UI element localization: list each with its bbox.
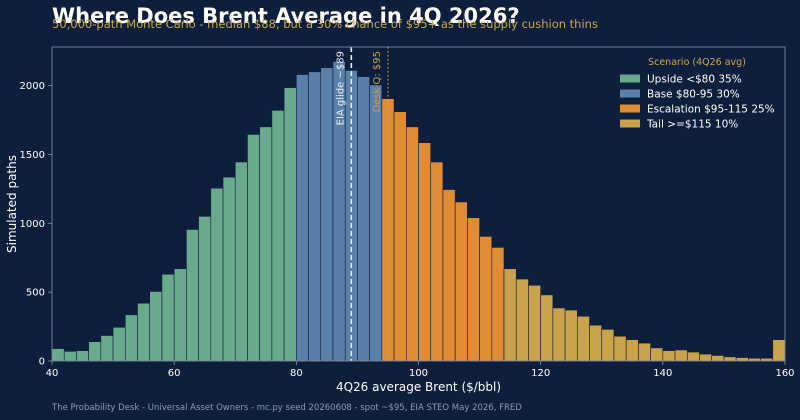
- histogram-bar: [63, 351, 77, 362]
- histogram-bar: [405, 126, 419, 362]
- histogram-bar: [601, 329, 615, 362]
- histogram-bar: [735, 357, 749, 362]
- legend-entry-label: Escalation $95-115 25%: [647, 104, 775, 116]
- histogram-bar: [577, 315, 590, 362]
- histogram-bar: [296, 74, 309, 362]
- histogram-bar: [748, 357, 761, 362]
- y-tick-label: 2000: [20, 81, 45, 92]
- reference-line-label: Desk Q: $95: [372, 51, 383, 113]
- chart-subtitle: 50,000-path Monte Carlo - median $88, bu…: [52, 17, 598, 31]
- histogram-bar: [222, 176, 236, 362]
- histogram-bars: [51, 61, 786, 362]
- histogram-bar: [100, 335, 114, 362]
- histogram-bar: [210, 187, 224, 362]
- histogram-bar: [173, 268, 187, 362]
- histogram-bar: [247, 134, 260, 362]
- chart-footer: The Probability Desk - Universal Asset O…: [52, 403, 522, 413]
- legend-swatch: [620, 74, 640, 83]
- histogram-bar: [137, 302, 151, 362]
- histogram-bar: [283, 87, 297, 362]
- histogram-bar: [418, 142, 432, 362]
- x-tick-label: 60: [168, 368, 181, 379]
- histogram-bar: [467, 217, 480, 362]
- histogram-bar: [234, 161, 248, 362]
- histogram-bar: [723, 356, 737, 362]
- histogram-bar: [552, 307, 566, 362]
- histogram-bar: [638, 342, 651, 362]
- x-tick-label: 160: [775, 368, 794, 379]
- histogram-bar: [51, 348, 65, 362]
- histogram-bar: [760, 357, 774, 362]
- y-tick-label: 1500: [20, 150, 45, 161]
- y-tick-label: 500: [26, 288, 45, 299]
- histogram-bar: [515, 278, 529, 362]
- histogram-bar: [76, 350, 89, 362]
- reference-line-label: EIA glide ~$89: [335, 51, 346, 125]
- histogram-bar: [589, 324, 603, 362]
- histogram-bar: [369, 84, 383, 362]
- histogram-bar: [540, 294, 554, 362]
- chart-legend: Scenario (4Q26 avg) Upside <$80 35% Base $…: [620, 57, 775, 131]
- histogram-bar: [125, 314, 138, 362]
- histogram-bar: [674, 349, 688, 362]
- x-tick-label: 120: [531, 368, 550, 379]
- histogram-bar: [699, 353, 713, 362]
- histogram-bar: [259, 126, 273, 362]
- histogram-bar: [271, 110, 285, 362]
- legend-entry-label: Upside <$80 35%: [647, 74, 742, 86]
- histogram-bar: [198, 216, 212, 362]
- histogram-bar: [320, 67, 334, 362]
- histogram-bar: [662, 350, 676, 362]
- histogram-bar: [112, 326, 126, 362]
- histogram-bar: [772, 339, 786, 362]
- histogram-bar: [479, 236, 493, 362]
- histogram-bar: [650, 347, 664, 362]
- histogram-bar: [564, 309, 578, 362]
- histogram-bar: [161, 273, 175, 362]
- x-tick-label: 80: [290, 368, 303, 379]
- histogram-bar: [491, 247, 505, 362]
- histogram-bar: [442, 189, 456, 362]
- histogram-bar: [454, 201, 468, 362]
- histogram-bar: [381, 98, 395, 362]
- histogram-bar: [88, 341, 102, 362]
- reference-lines: EIA glide ~$89 Desk Q: $95: [335, 47, 389, 361]
- histogram-bar: [186, 229, 199, 362]
- histogram-bar: [393, 111, 407, 362]
- histogram-bar: [528, 284, 541, 362]
- histogram-bar: [711, 355, 725, 362]
- histogram-bar: [308, 71, 322, 362]
- x-tick-label: 40: [46, 368, 59, 379]
- histogram-bar: [613, 335, 627, 362]
- legend-entry-label: Base $80-95 30%: [647, 89, 740, 101]
- legend-swatch: [620, 104, 640, 113]
- legend-swatch: [620, 119, 640, 128]
- histogram-bar: [149, 291, 163, 362]
- legend-title: Scenario (4Q26 avg): [648, 57, 746, 68]
- x-tick-label: 140: [653, 368, 672, 379]
- x-axis-label: 4Q26 average Brent ($/bbl): [336, 380, 501, 394]
- chart-axes: 40 60 80 100 120 140 160 0 500 1000 1500 2000 4Q26 a…: [5, 46, 795, 394]
- histogram-bar: [430, 161, 444, 362]
- histogram-bar: [686, 351, 700, 362]
- y-tick-label: 1000: [20, 219, 45, 230]
- y-axis-label: Simulated paths: [5, 155, 19, 253]
- histogram-bar: [357, 76, 370, 362]
- chart-title: Where Does Brent Average in 4Q 2026?: [52, 4, 520, 28]
- legend-entry-label: Tail >=$115 10%: [646, 119, 738, 131]
- legend-swatch: [620, 89, 640, 98]
- x-tick-label: 100: [409, 368, 428, 379]
- y-tick-label: 0: [39, 357, 45, 368]
- histogram-bar: [625, 339, 639, 362]
- histogram-bar: [503, 268, 517, 362]
